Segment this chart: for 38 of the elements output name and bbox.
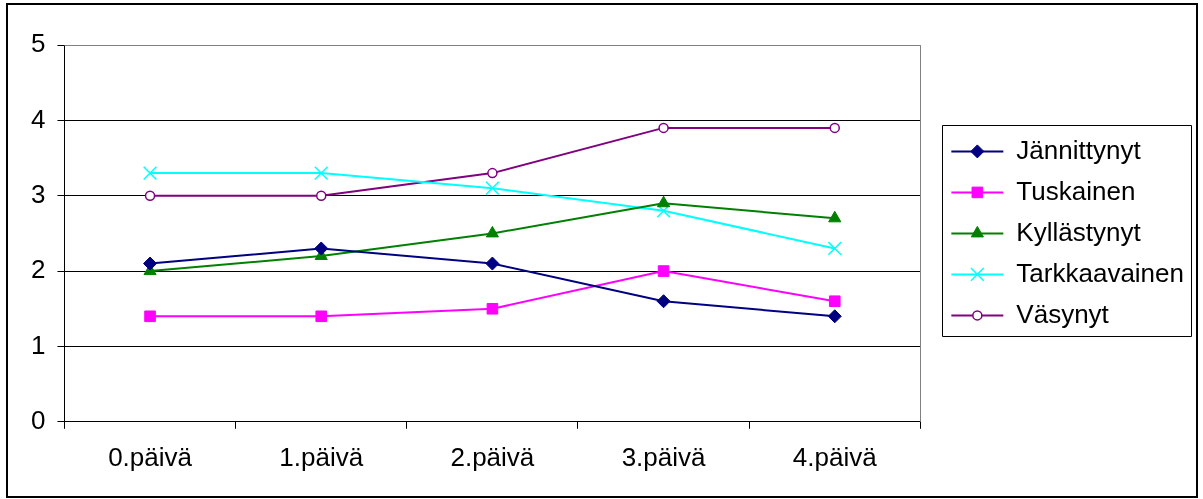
x-tick-label: 0.päivä xyxy=(108,441,193,472)
point xyxy=(828,210,842,223)
point xyxy=(828,295,841,308)
point xyxy=(657,195,671,208)
point xyxy=(315,310,328,323)
legend-label: Väsynyt xyxy=(1016,298,1110,329)
point xyxy=(658,122,669,134)
point xyxy=(143,256,158,271)
point xyxy=(486,302,499,315)
legend-label: Jännittynyt xyxy=(1016,134,1142,165)
y-tick-label: 0 xyxy=(30,404,46,435)
point xyxy=(144,310,156,323)
point xyxy=(485,181,500,196)
point xyxy=(315,190,327,201)
legend-label: Kyllästynyt xyxy=(1016,216,1142,247)
point xyxy=(314,241,329,256)
x-tick-label: 2.päivä xyxy=(450,441,535,472)
legend-label: Tuskainen xyxy=(1016,175,1136,206)
point xyxy=(487,167,498,179)
point xyxy=(144,190,156,201)
point xyxy=(142,166,158,181)
point xyxy=(656,294,671,309)
point xyxy=(485,256,500,271)
y-tick-label: 1 xyxy=(30,329,46,360)
y-tick-label: 4 xyxy=(30,103,46,134)
y-tick-label: 5 xyxy=(30,28,46,59)
y-tick-label: 2 xyxy=(30,254,46,285)
point xyxy=(485,225,499,238)
x-tick-label: 3.päivä xyxy=(621,441,707,472)
x-tick-label: 1.päivä xyxy=(279,441,364,472)
x-tick-label: 4.päivä xyxy=(792,441,878,472)
point xyxy=(657,265,670,277)
point xyxy=(314,166,329,181)
legend-label: Tarkkaavainen xyxy=(1016,257,1184,288)
point xyxy=(827,241,842,256)
point xyxy=(829,122,841,134)
point xyxy=(827,309,842,324)
y-tick-label: 3 xyxy=(30,178,46,209)
